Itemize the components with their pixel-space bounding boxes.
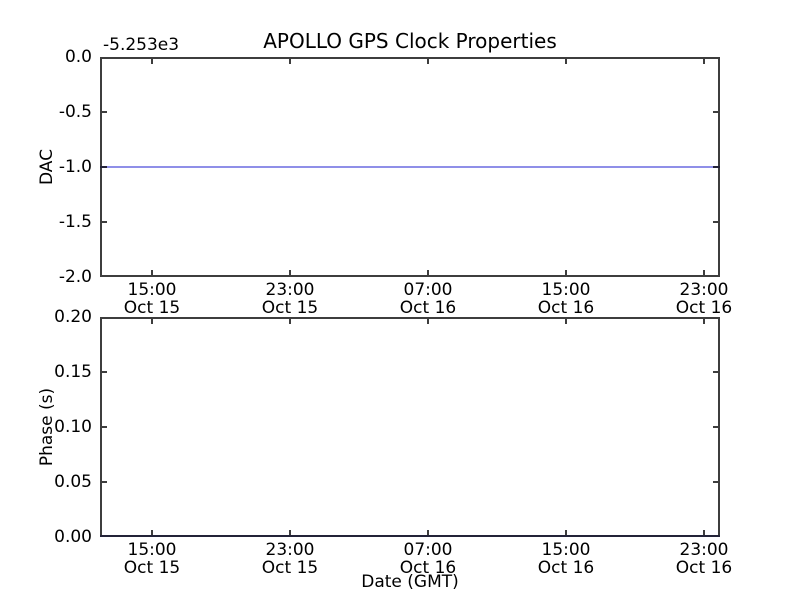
x-tick-date: Oct 15 [123,298,181,318]
x-tick-time: 15:00 [127,280,177,300]
y-tick-label: 0.15 [54,362,92,382]
x-tick-time: 23:00 [679,280,729,300]
x-tick-date: Oct 16 [537,558,595,578]
x-tick-label: 23:00 Oct 15 [262,281,318,317]
dac-line [100,166,720,168]
x-tick-label: 15:00 Oct 16 [538,541,594,577]
x-tick-time: 23:00 [265,280,315,300]
x-tick-mark [289,270,291,277]
y-tick-label: 0.10 [54,417,92,437]
phase-axes: Phase (s) 15:00 Oct 15 23:00 Oct 15 07:00 Oct… [37,308,732,577]
y-tick-mark [100,221,107,223]
axis-spine-top [100,317,720,319]
x-tick-mark [565,57,567,64]
y-tick-mark [100,317,107,319]
x-tick-label: 15:00 Oct 15 [124,541,180,577]
x-tick-mark [427,530,429,537]
x-tick-time: 23:00 [265,540,315,560]
axis-spine-bottom [100,275,720,277]
x-tick-mark [427,317,429,324]
y-tick-mark [100,426,107,428]
x-tick-mark [703,270,705,277]
x-tick-date: Oct 15 [261,558,319,578]
y-axis-label-dac: DAC [37,149,57,185]
x-tick-date: Oct 16 [399,558,457,578]
chart-title: APOLLO GPS Clock Properties [263,29,557,53]
x-tick-date: Oct 16 [399,298,457,318]
y-tick-mark [713,426,720,428]
y-tick-label: 0.05 [54,472,92,492]
x-tick-mark [289,317,291,324]
x-axis-label: Date (GMT) [361,572,459,592]
x-tick-mark [151,270,153,277]
y-tick-label: 0.20 [54,307,92,327]
x-tick-label: 23:00 Oct 15 [262,541,318,577]
y-tick-mark [713,317,720,319]
y-tick-mark [713,57,720,59]
x-tick-mark [703,317,705,324]
x-tick-time: 15:00 [541,540,591,560]
x-tick-mark [151,530,153,537]
y-tick-mark [100,371,107,373]
dac-axes: -5.253e3 DAC 15:00 Oct 15 23:00 Oct 15 07:00… [37,36,732,317]
y-tick-mark [100,57,107,59]
x-tick-time: 07:00 [403,540,453,560]
y-tick-mark [713,371,720,373]
x-tick-date: Oct 15 [261,298,319,318]
x-tick-mark [703,57,705,64]
x-tick-label: 15:00 Oct 15 [124,281,180,317]
y-tick-mark [713,275,720,277]
x-tick-mark [151,57,153,64]
x-tick-label: 23:00 Oct 16 [676,541,732,577]
x-tick-time: 07:00 [403,280,453,300]
x-tick-mark [427,270,429,277]
x-tick-label: 07:00 Oct 16 [400,541,456,577]
axis-spine-top [100,57,720,59]
x-tick-date: Oct 16 [537,298,595,318]
x-tick-time: 15:00 [127,540,177,560]
y-tick-mark [713,221,720,223]
y-tick-label: -0.5 [58,102,92,122]
y-axis-offset-text: -5.253e3 [103,35,180,55]
y-tick-mark [713,111,720,113]
y-tick-mark [100,481,107,483]
x-tick-time: 15:00 [541,280,591,300]
x-tick-mark [289,530,291,537]
x-tick-date: Oct 16 [675,298,733,318]
x-tick-label: 15:00 Oct 16 [538,281,594,317]
x-tick-date: Oct 16 [675,558,733,578]
x-tick-mark [565,270,567,277]
x-tick-mark [703,530,705,537]
y-tick-label: -1.5 [58,212,92,232]
x-tick-label: 07:00 Oct 16 [400,281,456,317]
phase-line [100,535,720,537]
x-tick-date: Oct 15 [123,558,181,578]
y-tick-label: 0.0 [64,47,92,67]
x-tick-mark [151,317,153,324]
x-tick-mark [565,317,567,324]
x-tick-mark [565,530,567,537]
x-tick-label: 23:00 Oct 16 [676,281,732,317]
x-tick-time: 23:00 [679,540,729,560]
y-tick-mark [100,111,107,113]
y-tick-mark [100,275,107,277]
y-tick-label: -2.0 [58,267,92,287]
x-tick-mark [427,57,429,64]
y-tick-mark [713,481,720,483]
y-tick-label: -1.0 [58,157,92,177]
x-tick-mark [289,57,291,64]
y-tick-label: 0.00 [54,527,92,547]
